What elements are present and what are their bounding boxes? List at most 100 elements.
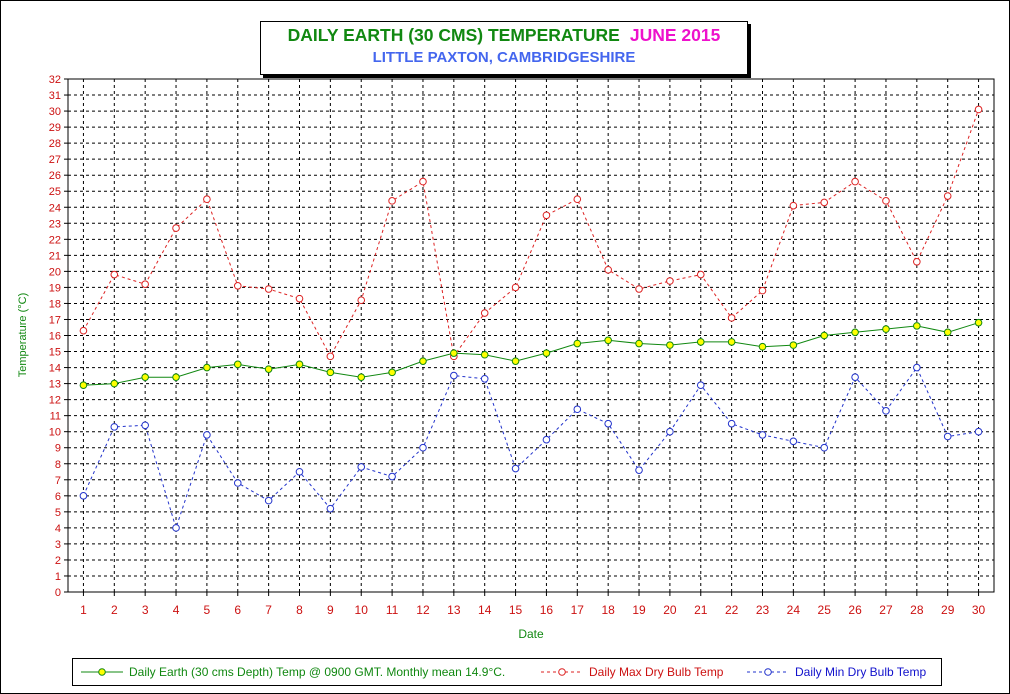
- data-point-max-temp: [943, 192, 952, 200]
- y-tick-label: 1: [55, 571, 61, 583]
- data-point-min-temp: [295, 467, 304, 476]
- data-point-earth-temp: [882, 325, 890, 333]
- data-point-min-temp: [79, 492, 88, 500]
- data-point-earth-temp: [820, 331, 829, 340]
- y-tick-label: 7: [55, 475, 61, 487]
- data-point-max-temp: [542, 211, 551, 220]
- y-tick-label: 30: [49, 106, 61, 118]
- data-point-earth-temp: [388, 368, 396, 377]
- data-point-min-temp: [820, 443, 829, 452]
- data-point-earth-temp: [172, 373, 180, 381]
- data-point-max-temp: [357, 296, 366, 305]
- data-point-earth-temp: [141, 373, 149, 381]
- data-point-min-temp: [573, 405, 582, 414]
- x-tick-label: 29: [941, 603, 955, 617]
- y-tick-label: 21: [49, 250, 61, 262]
- y-tick-label: 20: [49, 266, 61, 278]
- x-tick-label: 25: [818, 603, 832, 617]
- data-point-min-temp: [696, 381, 705, 389]
- y-tick-label: 17: [49, 314, 61, 326]
- data-point-max-temp: [666, 277, 674, 285]
- data-point-earth-temp: [943, 328, 952, 337]
- y-tick-label: 16: [49, 331, 61, 343]
- data-point-earth-temp: [696, 338, 705, 346]
- data-point-max-temp: [882, 197, 890, 205]
- data-point-max-temp: [388, 197, 396, 205]
- x-tick-label: 8: [296, 603, 303, 617]
- data-point-min-temp: [727, 419, 736, 428]
- x-tick-label: 10: [355, 603, 369, 617]
- data-point-max-temp: [820, 198, 829, 207]
- y-tick-label: 0: [55, 587, 61, 599]
- data-point-earth-temp: [789, 341, 798, 349]
- data-point-earth-temp: [295, 360, 304, 369]
- data-point-max-temp: [913, 257, 921, 266]
- y-tick-label: 2: [55, 555, 61, 567]
- data-point-min-temp: [604, 419, 612, 428]
- data-point-min-temp: [233, 479, 242, 487]
- data-point-min-temp: [141, 421, 149, 430]
- x-tick-label: 16: [540, 603, 554, 617]
- y-tick-label: 3: [55, 539, 61, 551]
- x-tick-label: 6: [234, 603, 241, 617]
- x-tick-label: 1: [80, 603, 87, 617]
- x-tick-label: 13: [447, 603, 461, 617]
- y-tick-label: 27: [49, 154, 61, 166]
- x-tick-label: 14: [478, 603, 492, 617]
- data-point-min-temp: [419, 443, 427, 452]
- x-tick-label: 18: [601, 603, 615, 617]
- data-point-earth-temp: [480, 350, 489, 359]
- series-group: [79, 105, 983, 532]
- y-tick-labels: 0123456789101112131415161718192021222324…: [49, 74, 68, 599]
- data-point-earth-temp: [419, 357, 427, 365]
- x-tick-label: 22: [725, 603, 739, 617]
- x-tick-label: 3: [142, 603, 149, 617]
- legend-swatch-min: [747, 668, 789, 676]
- legend-swatch-earth: [81, 668, 123, 676]
- series-line-earth-temp: [83, 322, 979, 386]
- data-point-min-temp: [326, 504, 335, 513]
- y-tick-label: 28: [49, 138, 61, 150]
- data-point-earth-temp: [758, 342, 767, 351]
- x-tick-label: 20: [663, 603, 677, 617]
- series-line-max-temp: [82, 109, 980, 358]
- data-point-min-temp: [110, 423, 119, 431]
- data-point-max-temp: [419, 177, 427, 186]
- x-tick-label: 24: [787, 603, 801, 617]
- y-tick-label: 26: [49, 170, 61, 182]
- x-tick-label: 30: [972, 603, 986, 617]
- data-point-min-temp: [882, 407, 890, 415]
- x-tick-label: 21: [694, 603, 708, 617]
- data-point-earth-temp: [511, 357, 520, 365]
- x-tick-label: 2: [111, 603, 118, 617]
- data-point-min-temp: [789, 437, 798, 446]
- x-axis-label: Date: [518, 627, 544, 641]
- data-point-earth-temp: [604, 336, 612, 345]
- data-point-earth-temp: [542, 349, 551, 357]
- y-tick-label: 12: [49, 395, 61, 407]
- data-point-earth-temp: [913, 322, 921, 330]
- y-tick-label: 23: [49, 218, 61, 230]
- grid: [68, 79, 994, 592]
- chart-subtitle: LITTLE PAXTON, CAMBRIDGESHIRE: [372, 49, 636, 66]
- data-point-earth-temp: [233, 360, 242, 369]
- data-point-earth-temp: [79, 381, 88, 389]
- x-tick-label: 23: [756, 603, 770, 617]
- chart-title-month: JUNE 2015: [629, 25, 721, 45]
- data-point-min-temp: [666, 427, 674, 436]
- y-tick-label: 15: [49, 347, 61, 359]
- data-point-min-temp: [974, 427, 983, 436]
- data-point-earth-temp: [326, 368, 335, 377]
- data-point-min-temp: [758, 431, 767, 439]
- data-point-max-temp: [789, 201, 798, 210]
- data-point-min-temp: [943, 432, 952, 441]
- y-tick-label: 24: [49, 202, 61, 214]
- data-point-earth-temp: [666, 341, 674, 349]
- y-tick-label: 29: [49, 122, 61, 134]
- data-point-min-temp: [357, 463, 366, 471]
- y-tick-label: 31: [49, 90, 61, 102]
- data-point-max-temp: [635, 285, 643, 293]
- y-tick-label: 19: [49, 282, 61, 294]
- x-tick-label: 27: [879, 603, 893, 617]
- data-point-min-temp: [913, 363, 921, 372]
